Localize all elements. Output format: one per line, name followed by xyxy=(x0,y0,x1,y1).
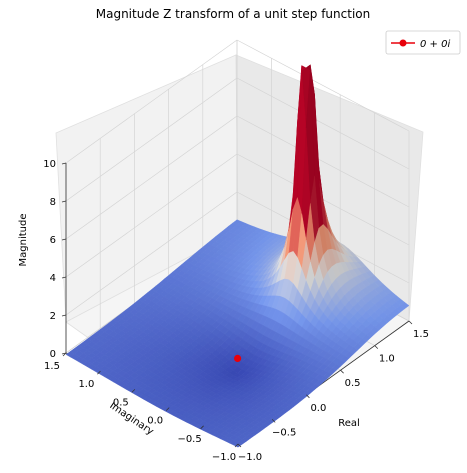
x-tick-label: 0.0 xyxy=(310,403,326,414)
z-tick-mark xyxy=(61,352,67,355)
tick-labels: −1.0 −0.5 0.0 0.5 1.0 1.5 −1.0 −0.5 0.0 0.5 1.0 1.5… xyxy=(43,159,429,463)
series-point xyxy=(234,354,242,362)
z-tick-mark xyxy=(61,238,67,241)
x-tick-mark xyxy=(340,369,344,374)
x-tick-mark xyxy=(306,394,310,399)
x-tick-label: −0.5 xyxy=(272,427,296,438)
x-tick-mark xyxy=(237,443,242,448)
y-tick-label: 1.5 xyxy=(44,361,60,372)
wall-grid-z xyxy=(65,77,238,202)
y-tick-mark xyxy=(97,370,101,375)
wall-grid-z xyxy=(65,191,238,316)
legend-box xyxy=(385,30,461,55)
y-tick-mark xyxy=(200,425,204,430)
z-tick-label: 6 xyxy=(50,235,56,246)
wall-grid-z xyxy=(65,153,238,278)
y-tick-label: 1.0 xyxy=(78,379,94,390)
x-tick-label: 1.0 xyxy=(379,354,395,365)
y-tick-label: 0.0 xyxy=(147,416,163,427)
y-tick-label: −0.5 xyxy=(177,434,201,445)
legend-marker-dot xyxy=(399,39,407,47)
y-tick-label: 0.5 xyxy=(113,397,129,408)
x-tick-label: 0.5 xyxy=(345,378,361,389)
chart-title: Magnitude Z transform of a unit step fun… xyxy=(96,7,370,21)
x-tick-mark xyxy=(271,419,276,423)
legend-label: 0 + 0i xyxy=(420,39,450,50)
z-tick-label: 0 xyxy=(50,349,56,360)
y-tick-mark xyxy=(165,407,170,411)
z-tick-mark xyxy=(61,314,67,317)
z-axis-label: Magnitude xyxy=(18,214,29,267)
wall-grid-z xyxy=(65,39,238,164)
x-tick-mark xyxy=(408,320,413,325)
legend: 0 + 0i xyxy=(385,30,461,55)
y-tick-mark xyxy=(234,443,239,448)
wall-grid-z xyxy=(236,77,410,170)
y-tick-label: −1.0 xyxy=(212,452,236,463)
z-tick-mark xyxy=(61,162,67,165)
surface xyxy=(65,64,410,448)
x-tick-label: −1.0 xyxy=(238,452,262,463)
wall-grid-z xyxy=(236,115,410,208)
x-axis-label: Real xyxy=(338,418,360,429)
z-tick-label: 10 xyxy=(43,159,56,170)
wall-grid-z xyxy=(236,39,410,132)
y-tick-mark xyxy=(131,389,136,393)
data-points xyxy=(234,354,242,362)
wall-grid-z xyxy=(65,115,238,240)
z-tick-label: 2 xyxy=(50,311,56,322)
z-tick-mark xyxy=(61,200,67,203)
x-tick-mark xyxy=(374,345,379,349)
z-tick-mark xyxy=(61,276,67,279)
x-tick-label: 1.5 xyxy=(413,329,429,340)
z-tick-label: 8 xyxy=(50,197,56,208)
z-tick-label: 4 xyxy=(50,273,56,284)
